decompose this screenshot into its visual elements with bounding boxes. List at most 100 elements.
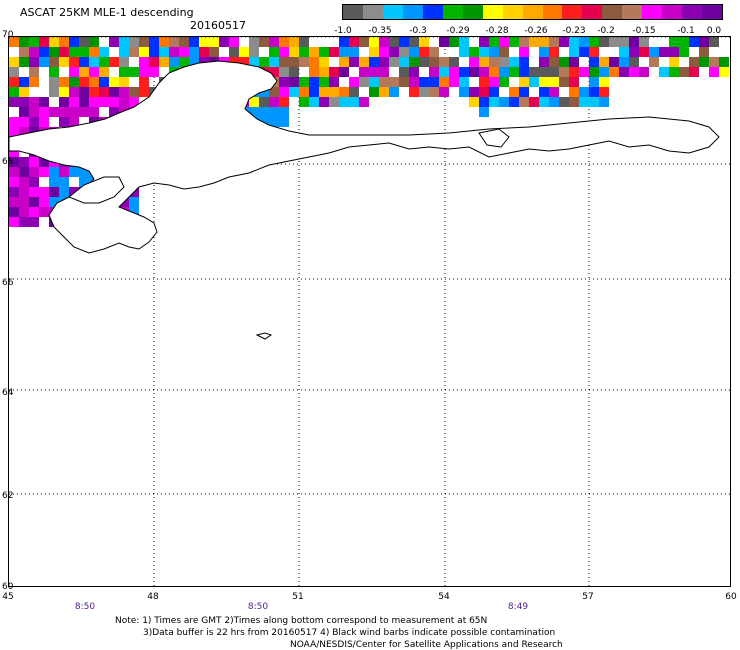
wind-cell [19, 57, 29, 67]
wind-cell [99, 47, 109, 57]
wind-cell [469, 67, 479, 77]
wind-cell [249, 107, 259, 117]
wind-cell [79, 67, 89, 77]
wind-cell [679, 67, 689, 77]
wind-cell [569, 37, 579, 47]
wind-cell [589, 37, 599, 47]
wind-cell [239, 47, 249, 57]
time-label: 8:50 [74, 602, 96, 612]
wind-cell [539, 97, 549, 107]
wind-cell [9, 37, 19, 47]
wind-cell [269, 37, 279, 47]
wind-cell [539, 87, 549, 97]
wind-cell [559, 57, 569, 67]
wind-cell [399, 47, 409, 57]
wind-cell [29, 117, 39, 127]
note-line-1: Note: 1) Times are GMT 2)Times along bot… [115, 616, 488, 626]
wind-cell [369, 77, 379, 87]
wind-cell [139, 37, 149, 47]
wind-cell [39, 117, 49, 127]
wind-cell [419, 47, 429, 57]
wind-cell [159, 47, 169, 57]
wind-cell [429, 67, 439, 77]
wind-cell [359, 67, 369, 77]
wind-cell [269, 87, 279, 97]
wind-cell [49, 167, 59, 177]
wind-cell [119, 37, 129, 47]
color-scale-label: -0.1 [677, 26, 695, 36]
wind-cell [9, 67, 19, 77]
wind-cell [119, 77, 129, 87]
latitude-label: 64 [2, 388, 14, 398]
wind-cell [19, 167, 29, 177]
wind-cell [79, 37, 89, 47]
wind-cell [409, 37, 419, 47]
wind-cell [499, 67, 509, 77]
wind-cell [489, 77, 499, 87]
wind-cell [579, 67, 589, 77]
wind-cell [269, 117, 279, 127]
wind-cell [29, 167, 39, 177]
wind-cell [9, 77, 19, 87]
wind-cell [379, 77, 389, 87]
wind-cell [79, 177, 89, 187]
wind-cell [339, 57, 349, 67]
wind-cell [489, 37, 499, 47]
wind-cell [689, 37, 699, 47]
wind-cell [49, 47, 59, 57]
wind-cell [719, 67, 729, 77]
wind-cell [329, 67, 339, 77]
wind-cell [29, 37, 39, 47]
wind-cell [29, 177, 39, 187]
wind-cell [169, 57, 179, 67]
wind-cell [39, 37, 49, 47]
wind-cell [389, 37, 399, 47]
wind-cell [319, 57, 329, 67]
longitude-label: 45 [2, 592, 14, 602]
wind-cell [59, 107, 69, 117]
wind-cell [619, 37, 629, 47]
small-island [255, 332, 273, 340]
wind-cell [149, 37, 159, 47]
wind-cell [539, 67, 549, 77]
wind-cell [299, 57, 309, 67]
wind-cell [599, 87, 609, 97]
wind-cell [349, 37, 359, 47]
wind-cell [89, 87, 99, 97]
color-scale-segment [562, 5, 583, 19]
latitude-label: 62 [2, 491, 14, 501]
wind-cell [469, 87, 479, 97]
wind-cell [449, 67, 459, 77]
wind-cell [29, 97, 39, 107]
wind-cell [709, 57, 719, 67]
wind-cell [369, 47, 379, 57]
wind-cell [229, 47, 239, 57]
wind-cell [59, 77, 69, 87]
wind-cell [459, 67, 469, 77]
wind-cell [9, 217, 19, 227]
wind-cell [69, 87, 79, 97]
wind-cell [279, 67, 289, 77]
wind-cell [39, 187, 49, 197]
wind-cell [209, 37, 219, 47]
wind-cell [379, 67, 389, 77]
wind-cell [9, 117, 19, 127]
wind-cell [439, 57, 449, 67]
wind-cell [319, 77, 329, 87]
wind-cell [549, 77, 559, 87]
wind-cell [489, 67, 499, 77]
wind-cell [279, 47, 289, 57]
color-scale-segment [402, 5, 423, 19]
wind-cell [39, 167, 49, 177]
wind-cell [599, 37, 609, 47]
color-scale-label: -0.29 [446, 26, 470, 36]
wind-cell [539, 57, 549, 67]
wind-cell [699, 47, 709, 57]
wind-cell [59, 47, 69, 57]
wind-cell [69, 97, 79, 107]
wind-cell [9, 197, 19, 207]
wind-cell [19, 37, 29, 47]
wind-cell [69, 37, 79, 47]
map-panel [8, 36, 731, 587]
wind-cell [349, 47, 359, 57]
